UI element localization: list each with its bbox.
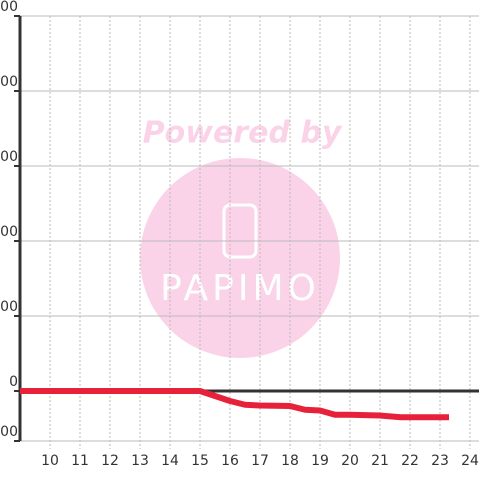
x-tick-label: 10 [41, 453, 59, 469]
y-tick-label: 0 [9, 374, 18, 390]
y-tick-label: 90,000 [0, 149, 18, 165]
x-tick-label: 14 [161, 453, 179, 469]
watermark-text: Powered by [143, 116, 343, 151]
watermark-icon [222, 203, 258, 259]
x-tick-label: 16 [221, 453, 239, 469]
x-tick-label: 23 [431, 453, 449, 469]
y-tick-label: 150,000 [0, 0, 18, 15]
line-series [20, 388, 449, 421]
y-tick-label: 60,000 [0, 224, 18, 240]
x-tick-label: 11 [71, 453, 89, 469]
x-tick-label: 13 [131, 453, 149, 469]
x-tick-label: 24 [461, 453, 479, 469]
x-tick-label: 18 [281, 453, 299, 469]
x-tick-label: 15 [191, 453, 209, 469]
x-tick-label: 20 [341, 453, 359, 469]
y-tick-label: -20,000 [0, 424, 18, 440]
x-tick-label: 22 [401, 453, 419, 469]
y-tick-label: 30,000 [0, 299, 18, 315]
x-tick-label: 17 [251, 453, 269, 469]
watermark-logo: PAPIMO [160, 268, 320, 309]
x-tick-label: 21 [371, 453, 389, 469]
x-tick-label: 12 [101, 453, 119, 469]
x-tick-label: 19 [311, 453, 329, 469]
y-tick-label: 120,000 [0, 74, 18, 90]
